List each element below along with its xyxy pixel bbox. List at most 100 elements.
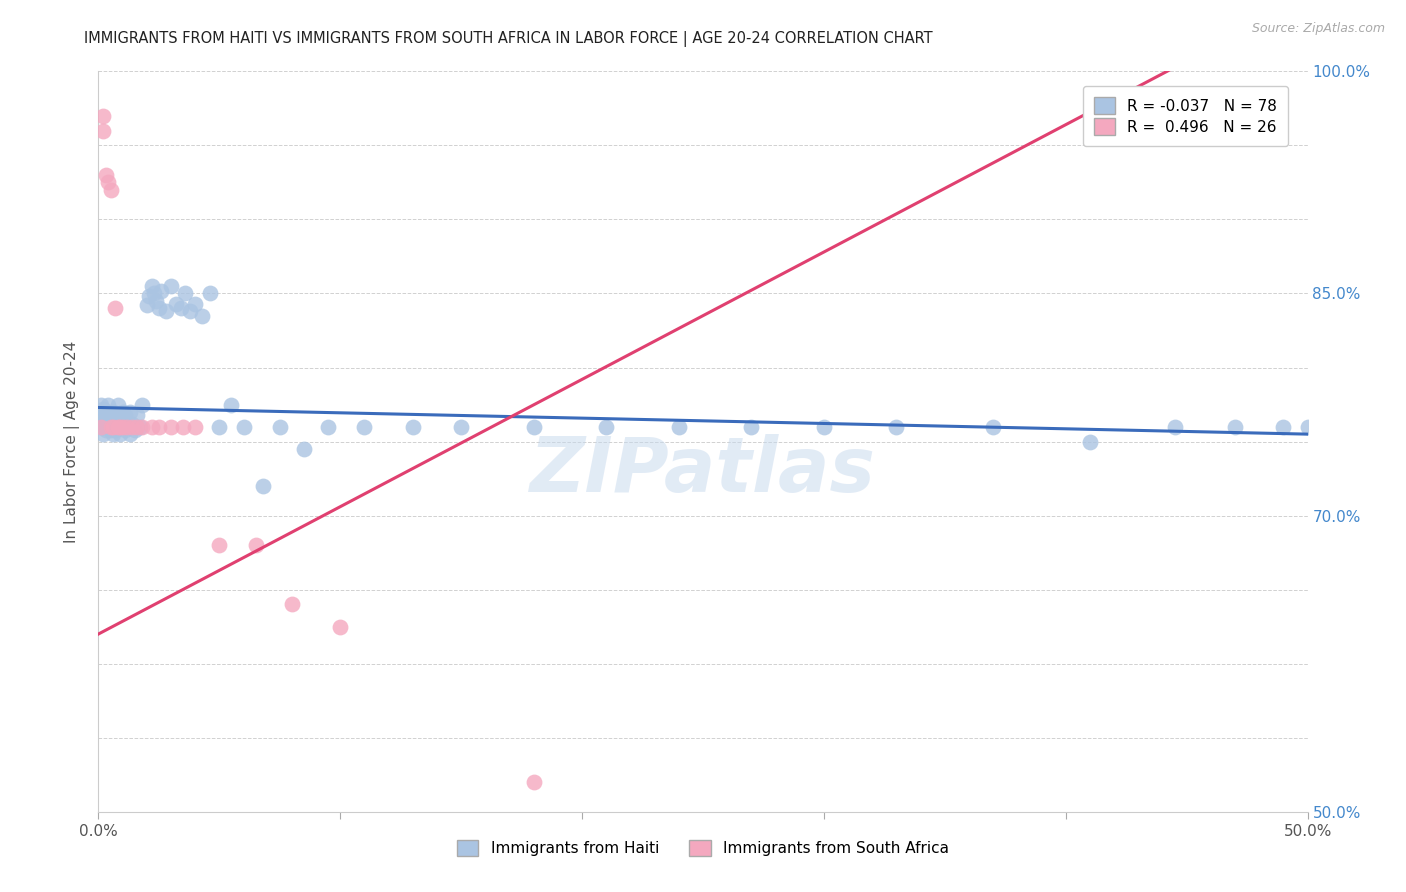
Point (208, 538, 231, 552)
Point (97, 419, 120, 434)
Point (100, 408, 122, 422)
Point (94, 405, 117, 419)
Point (108, 419, 131, 434)
Point (100, 423, 122, 437)
Point (121, 419, 143, 434)
Point (91, 419, 114, 434)
Y-axis label: In Labor Force | Age 20-24: In Labor Force | Age 20-24 (63, 341, 80, 542)
Point (114, 423, 136, 437)
Point (94, 168, 117, 182)
Point (150, 284, 173, 298)
Point (117, 419, 139, 434)
Point (108, 419, 131, 434)
Point (111, 417, 134, 431)
Point (118, 427, 141, 442)
Point (104, 419, 127, 434)
Point (141, 419, 163, 434)
Point (269, 419, 291, 434)
Point (101, 419, 124, 434)
Point (90, 398, 112, 412)
Point (91, 401, 114, 416)
Point (740, 419, 762, 434)
Point (107, 419, 129, 434)
Point (1223, 419, 1246, 434)
Point (104, 301, 127, 316)
Point (124, 423, 146, 437)
Point (174, 286, 197, 301)
Point (232, 419, 254, 434)
Point (402, 419, 425, 434)
Point (114, 408, 136, 422)
Point (981, 419, 1004, 434)
Point (1078, 434, 1101, 449)
Point (165, 297, 187, 311)
Point (172, 419, 194, 434)
Point (111, 419, 134, 434)
Point (128, 419, 150, 434)
Point (329, 619, 352, 633)
Point (523, 775, 546, 789)
Point (141, 279, 163, 293)
Point (101, 405, 124, 419)
Point (148, 419, 170, 434)
Point (91, 427, 114, 442)
Point (127, 408, 149, 422)
Point (100, 417, 122, 431)
Point (91, 123, 114, 137)
Point (595, 419, 617, 434)
Point (143, 286, 166, 301)
Point (94, 412, 117, 426)
Point (160, 419, 183, 434)
Point (107, 408, 129, 422)
Point (221, 398, 243, 412)
Point (668, 419, 690, 434)
Point (281, 598, 304, 612)
Point (1163, 419, 1185, 434)
Point (813, 419, 835, 434)
Point (131, 419, 153, 434)
Point (118, 405, 141, 419)
Point (191, 309, 214, 323)
Point (886, 419, 908, 434)
Point (94, 419, 117, 434)
Point (148, 301, 170, 316)
Point (101, 427, 124, 442)
Point (100, 183, 122, 197)
Point (97, 405, 120, 419)
Point (91, 109, 114, 123)
Point (117, 419, 139, 434)
Text: Source: ZipAtlas.com: Source: ZipAtlas.com (1251, 22, 1385, 36)
Point (90, 408, 112, 422)
Point (91, 408, 114, 422)
Point (292, 442, 315, 456)
Point (155, 304, 177, 318)
Point (131, 398, 153, 412)
Point (252, 479, 274, 493)
Point (97, 398, 120, 412)
Point (245, 538, 267, 552)
Point (121, 417, 143, 431)
Point (111, 405, 134, 419)
Text: IMMIGRANTS FROM HAITI VS IMMIGRANTS FROM SOUTH AFRICA IN LABOR FORCE | AGE 20-24: IMMIGRANTS FROM HAITI VS IMMIGRANTS FROM… (84, 31, 934, 47)
Point (100, 419, 122, 434)
Point (353, 419, 375, 434)
Legend: Immigrants from Haiti, Immigrants from South Africa: Immigrants from Haiti, Immigrants from S… (446, 829, 960, 867)
Point (184, 419, 207, 434)
Point (90, 419, 112, 434)
Point (97, 175, 120, 189)
Point (523, 419, 546, 434)
Point (94, 423, 117, 437)
Point (104, 423, 127, 437)
Point (1272, 419, 1295, 434)
Point (160, 279, 183, 293)
Point (90, 419, 112, 434)
Point (179, 304, 201, 318)
Point (450, 419, 472, 434)
Point (108, 427, 131, 442)
Point (127, 419, 149, 434)
Point (94, 417, 117, 431)
Point (104, 417, 127, 431)
Point (101, 419, 124, 434)
Point (208, 419, 231, 434)
Point (135, 298, 157, 312)
